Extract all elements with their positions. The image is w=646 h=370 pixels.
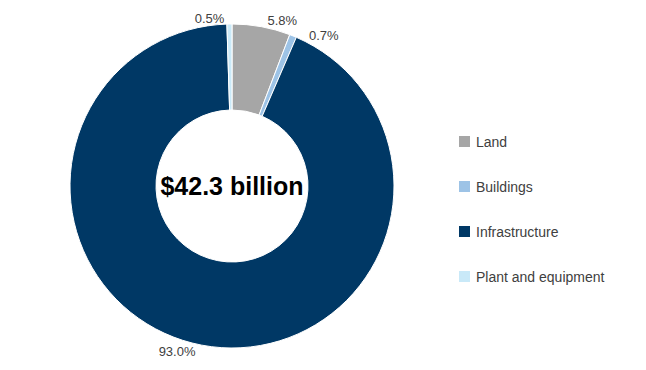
svg-text:0.7%: 0.7% — [309, 28, 339, 43]
svg-text:0.5%: 0.5% — [195, 11, 225, 26]
svg-text:Plant and equipment: Plant and equipment — [476, 269, 605, 285]
svg-text:$42.3 billion: $42.3 billion — [160, 172, 303, 200]
svg-text:93.0%: 93.0% — [159, 344, 196, 359]
svg-text:Land: Land — [476, 134, 507, 150]
svg-text:Buildings: Buildings — [476, 179, 533, 195]
svg-text:Infrastructure: Infrastructure — [476, 224, 559, 240]
svg-text:5.8%: 5.8% — [267, 13, 297, 28]
